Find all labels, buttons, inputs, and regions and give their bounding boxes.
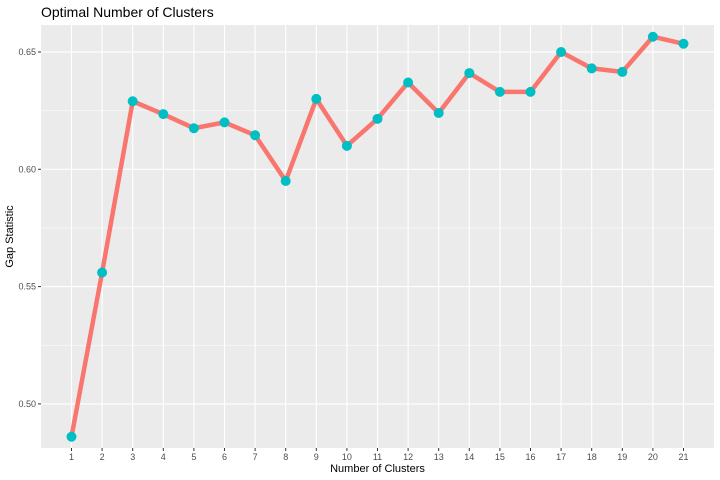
x-tick-label: 1: [69, 452, 74, 462]
data-point: [66, 431, 77, 442]
data-point: [433, 107, 444, 118]
y-axis-ticks: 0.50 0.55 0.60 0.65: [18, 47, 41, 409]
x-tick-label: 17: [556, 452, 566, 462]
data-point: [158, 109, 169, 120]
x-tick-label: 8: [283, 452, 288, 462]
data-points: [66, 31, 689, 442]
y-tick-label: 0.55: [18, 282, 36, 292]
x-tick-label: 20: [648, 452, 658, 462]
y-tick-label: 0.60: [18, 164, 36, 174]
x-tick-label: 6: [222, 452, 227, 462]
data-point: [525, 86, 536, 97]
data-point: [464, 68, 475, 79]
y-tick-label: 0.50: [18, 399, 36, 409]
data-point: [280, 176, 291, 187]
data-point: [494, 86, 505, 97]
data-point: [97, 267, 108, 278]
data-point: [647, 31, 658, 42]
x-tick-label: 14: [464, 452, 474, 462]
x-tick-label: 3: [130, 452, 135, 462]
data-point: [311, 93, 322, 104]
data-point: [127, 96, 138, 107]
x-axis-title: Number of Clusters: [330, 463, 425, 475]
x-tick-label: 9: [314, 452, 319, 462]
data-point: [188, 123, 199, 134]
x-tick-label: 7: [253, 452, 258, 462]
grid-major: [41, 25, 714, 448]
x-tick-label: 4: [161, 452, 166, 462]
data-point: [678, 38, 689, 49]
data-point: [617, 66, 628, 77]
x-tick-label: 10: [342, 452, 352, 462]
x-tick-label: 13: [434, 452, 444, 462]
data-point: [250, 130, 261, 141]
y-axis-title: Gap Statistic: [4, 205, 16, 268]
data-point: [341, 140, 352, 151]
x-tick-label: 16: [525, 452, 535, 462]
x-axis-ticks: 1 2 3 4 5 6 7 8 9 10 11 12 13 14 15 16 17 18 19 20 21: [69, 448, 689, 462]
y-tick-label: 0.65: [18, 47, 36, 57]
x-tick-label: 18: [587, 452, 597, 462]
x-tick-label: 5: [191, 452, 196, 462]
chart-title: Optimal Number of Clusters: [41, 4, 214, 20]
x-tick-label: 12: [403, 452, 413, 462]
x-tick-label: 15: [495, 452, 505, 462]
x-tick-label: 21: [678, 452, 688, 462]
data-point: [372, 113, 383, 124]
x-tick-label: 11: [373, 452, 382, 462]
x-tick-label: 19: [617, 452, 627, 462]
data-point: [556, 46, 567, 57]
data-point: [219, 117, 230, 128]
x-tick-label: 2: [100, 452, 105, 462]
data-point: [586, 63, 597, 74]
data-point: [403, 77, 414, 88]
